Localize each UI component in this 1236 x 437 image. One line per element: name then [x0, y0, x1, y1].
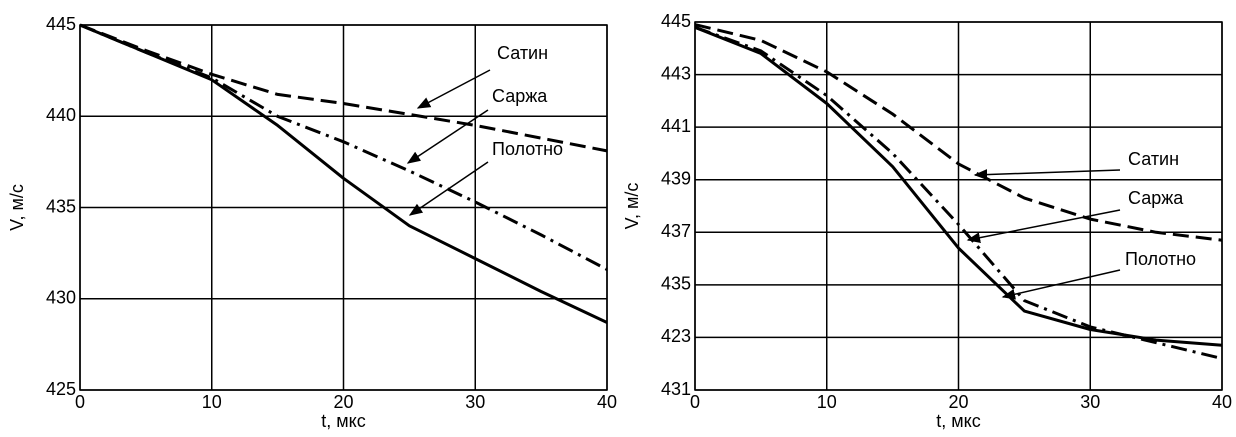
y-axis-label: V, м/с: [622, 183, 642, 230]
x-tick-label: 0: [690, 392, 700, 412]
x-tick-label: 10: [817, 392, 837, 412]
y-tick-label: 430: [46, 288, 76, 308]
x-tick-label: 30: [1080, 392, 1100, 412]
y-tick-label: 439: [661, 168, 691, 188]
annotation-arrow: [973, 169, 1121, 180]
x-tick-label: 30: [465, 392, 485, 412]
y-tick-label: 440: [46, 105, 76, 125]
annotation-arrow: [416, 69, 491, 109]
x-tick-label: 0: [75, 392, 85, 412]
series-line: [79, 23, 608, 324]
y-tick-label: 435: [661, 274, 691, 294]
y-tick-label: 445: [661, 11, 691, 31]
y-axis-label: V, м/с: [7, 184, 27, 231]
x-axis-label: t, мкс: [936, 411, 980, 431]
x-tick-label: 10: [202, 392, 222, 412]
annotation-arrow: [406, 109, 489, 164]
annotation: Полотно: [492, 139, 563, 159]
annotation-arrow: [1001, 269, 1121, 300]
y-tick-label: 437: [661, 221, 691, 241]
annotation-arrow: [966, 209, 1121, 243]
annotation: Саржа: [1128, 188, 1184, 208]
y-tick-label: 441: [661, 116, 691, 136]
series-line: [694, 25, 1223, 347]
y-tick-label: 431: [661, 379, 691, 399]
plot-frame: [694, 21, 1223, 391]
annotation: Сатин: [497, 43, 548, 63]
x-tick-label: 40: [597, 392, 617, 412]
x-tick-label: 40: [1212, 392, 1232, 412]
y-tick-label: 445: [46, 14, 76, 34]
y-tick-label: 425: [46, 379, 76, 399]
y-tick-label: 435: [46, 196, 76, 216]
y-tick-label: 423: [661, 326, 691, 346]
annotation: Полотно: [1125, 249, 1196, 269]
x-tick-label: 20: [333, 392, 353, 412]
annotation: Сатин: [1128, 149, 1179, 169]
y-tick-label: 443: [661, 63, 691, 83]
series-line: [694, 23, 1223, 242]
annotation-arrow: [408, 161, 489, 216]
series-line: [79, 23, 608, 153]
x-axis-label: t, мкс: [321, 411, 365, 431]
annotation: Саржа: [492, 86, 548, 106]
x-tick-label: 20: [948, 392, 968, 412]
plot-frame: [79, 24, 608, 391]
